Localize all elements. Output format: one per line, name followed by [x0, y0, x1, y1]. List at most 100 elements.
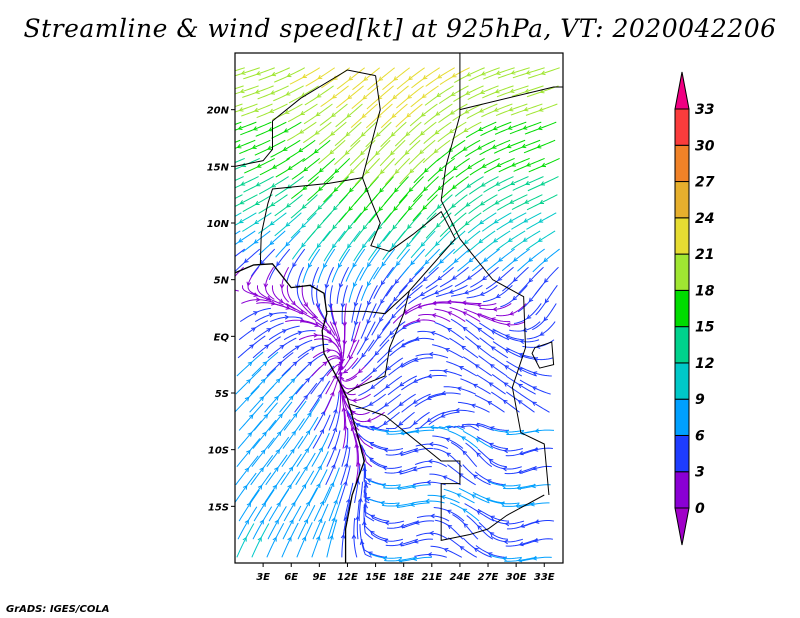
streamline	[355, 393, 386, 410]
streamline	[453, 212, 482, 236]
border	[259, 75, 381, 265]
colorbar-label: 30	[695, 138, 715, 154]
streamline	[525, 103, 558, 116]
streamline	[392, 303, 422, 324]
streamline-arrow	[390, 132, 396, 137]
streamline	[506, 360, 537, 377]
streamline	[519, 556, 552, 562]
streamline	[371, 517, 405, 524]
streamline	[427, 157, 455, 182]
streamline	[373, 266, 394, 299]
streamline	[469, 157, 500, 176]
streamline	[450, 442, 478, 468]
streamline-arrow	[477, 327, 482, 332]
streamline-arrow	[332, 205, 338, 211]
streamline	[339, 158, 366, 185]
streamline	[345, 248, 366, 282]
streamline	[309, 380, 331, 413]
streamline-arrow	[468, 257, 474, 263]
streamline-arrow	[370, 384, 376, 390]
streamline	[490, 445, 524, 452]
streamline	[236, 438, 261, 467]
streamline	[258, 194, 288, 214]
streamline-arrow	[299, 129, 304, 134]
streamline-arrow	[526, 314, 532, 319]
streamline-arrow	[369, 530, 375, 536]
streamline-arrow	[512, 257, 518, 262]
streamline-arrow	[541, 162, 547, 168]
streamline-arrow	[274, 519, 279, 525]
streamline-arrow	[449, 110, 455, 115]
streamline-arrow	[270, 90, 276, 95]
streamline-arrow	[509, 199, 515, 204]
streamline	[328, 392, 340, 431]
streamline	[520, 538, 553, 546]
streamline	[360, 303, 377, 339]
streamline	[418, 313, 451, 323]
streamline-arrow	[532, 371, 538, 376]
streamline-arrow	[292, 262, 297, 268]
streamline-arrow	[269, 220, 275, 226]
streamline-arrow	[282, 146, 288, 151]
streamline-arrow	[291, 430, 296, 436]
colorbar-label: 3	[695, 465, 705, 481]
streamline-arrow	[267, 145, 273, 150]
streamline	[285, 319, 318, 326]
colorbar-label: 12	[695, 356, 714, 372]
streamline	[494, 121, 527, 135]
streamline	[432, 344, 464, 359]
streamline-arrow	[342, 340, 348, 346]
streamline	[467, 85, 499, 101]
streamline	[361, 357, 389, 382]
lon-tick-label: 6E	[284, 572, 298, 583]
streamline	[312, 414, 331, 449]
streamline-arrow	[517, 399, 523, 405]
streamline-arrow	[242, 536, 247, 542]
streamline-arrow	[507, 125, 513, 130]
streamline-arrow	[305, 501, 310, 507]
streamline	[504, 466, 537, 475]
streamline	[238, 489, 260, 522]
streamline-arrow	[525, 162, 531, 167]
streamline-arrow	[270, 201, 276, 207]
streamline	[450, 139, 481, 160]
streamline	[235, 230, 256, 246]
streamline	[296, 522, 313, 558]
streamline-arrow	[510, 180, 515, 186]
streamline-arrow	[292, 412, 298, 418]
streamline-arrow	[476, 345, 482, 350]
streamline	[235, 103, 258, 113]
colorbar-segment	[674, 434, 690, 473]
streamline-arrow	[301, 204, 307, 209]
streamline-arrow	[260, 449, 266, 455]
streamline-arrow	[392, 224, 397, 230]
streamline-arrow	[251, 144, 257, 149]
streamline-arrow	[456, 493, 462, 498]
streamline-arrow	[464, 109, 470, 114]
streamline-arrow	[352, 338, 357, 344]
streamline-arrow	[275, 448, 281, 454]
streamline	[363, 489, 375, 522]
streamline	[435, 284, 468, 298]
streamline-arrow	[503, 382, 509, 387]
streamline	[286, 303, 317, 322]
streamline	[438, 85, 469, 104]
streamline	[411, 500, 445, 504]
streamline	[364, 463, 386, 486]
streamline-arrow	[422, 205, 428, 211]
streamline-arrow	[406, 112, 412, 118]
streamline	[334, 139, 361, 166]
streamline-arrow	[332, 426, 338, 433]
streamline-arrow	[281, 329, 287, 334]
streamline-arrow	[499, 501, 505, 506]
streamline-arrow	[317, 205, 323, 210]
streamline	[253, 322, 284, 341]
streamline-arrow	[239, 200, 245, 205]
streamline	[491, 391, 520, 413]
streamline-arrow	[239, 88, 245, 94]
lat-tick-label: 15N	[207, 162, 230, 173]
streamline-arrow	[391, 113, 397, 119]
lon-tick-label: 21E	[421, 572, 442, 583]
streamline	[520, 447, 553, 456]
streamline	[400, 411, 430, 430]
